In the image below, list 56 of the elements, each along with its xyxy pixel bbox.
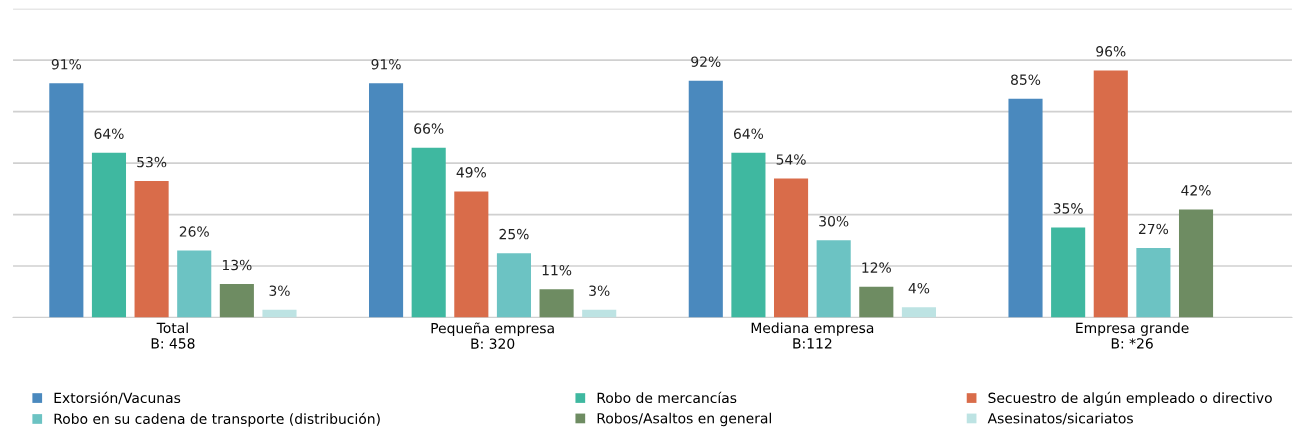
bar bbox=[1136, 248, 1171, 318]
legend-label: Asesinatos/sicariatos bbox=[987, 412, 1133, 425]
x-tick-label: Total B: 458 bbox=[151, 322, 195, 349]
legend-label: Robo de mercancías bbox=[597, 391, 737, 404]
bar bbox=[1178, 209, 1214, 318]
data-label: 64% bbox=[733, 128, 764, 139]
data-label: 30% bbox=[819, 215, 849, 227]
bar bbox=[134, 181, 169, 318]
data-label: 3% bbox=[589, 285, 610, 296]
bar bbox=[688, 80, 723, 318]
data-label: 66% bbox=[414, 123, 444, 134]
data-label: 96% bbox=[1096, 46, 1126, 57]
data-label: 54% bbox=[776, 154, 806, 165]
data-label: 53% bbox=[137, 156, 167, 168]
bar bbox=[1008, 98, 1043, 318]
data-label: 3% bbox=[269, 285, 290, 296]
x-tick-label: Mediana empresa B:112 bbox=[751, 322, 874, 349]
legend-label: Robo en su cadena de transporte (distribución) bbox=[54, 412, 380, 427]
data-label: 85% bbox=[1011, 74, 1041, 85]
bar bbox=[539, 289, 574, 318]
x-tick-label: Pequeña empresa B: 320 bbox=[431, 322, 554, 349]
data-label: 35% bbox=[1053, 203, 1083, 214]
bar bbox=[262, 309, 297, 318]
data-label: 13% bbox=[222, 259, 252, 271]
bar bbox=[454, 191, 489, 318]
data-label: 26% bbox=[179, 226, 209, 237]
x-tick-label: Empresa grande B: *26 bbox=[1076, 322, 1189, 349]
bar bbox=[1051, 227, 1086, 318]
bar bbox=[816, 240, 851, 318]
data-label: 12% bbox=[862, 262, 891, 273]
data-label: 91% bbox=[51, 58, 82, 70]
legend-label: Robos/Asaltos en general bbox=[597, 412, 771, 427]
data-label: 42% bbox=[1181, 185, 1211, 196]
bar bbox=[177, 250, 212, 318]
bar bbox=[219, 284, 254, 318]
legend-label: Extorsión/Vacunas bbox=[54, 391, 181, 405]
legend-label: Secuestro de algún empleado o directivo bbox=[988, 391, 1272, 406]
data-label: 25% bbox=[499, 228, 529, 240]
data-label: 27% bbox=[1138, 223, 1169, 235]
data-label: 4% bbox=[908, 282, 930, 294]
bar bbox=[731, 152, 766, 318]
data-label: 91% bbox=[371, 58, 401, 70]
bar bbox=[49, 83, 84, 318]
bar bbox=[859, 286, 894, 318]
data-label: 64% bbox=[94, 128, 124, 139]
data-label: 92% bbox=[691, 56, 721, 67]
bar bbox=[901, 307, 936, 318]
bar bbox=[774, 178, 809, 318]
bar bbox=[1093, 70, 1128, 318]
bar bbox=[582, 309, 617, 318]
bar bbox=[91, 152, 127, 318]
data-label: 11% bbox=[542, 264, 572, 276]
data-label: 49% bbox=[456, 167, 486, 178]
bar bbox=[369, 83, 404, 318]
bar bbox=[411, 147, 446, 318]
bar bbox=[496, 253, 531, 318]
